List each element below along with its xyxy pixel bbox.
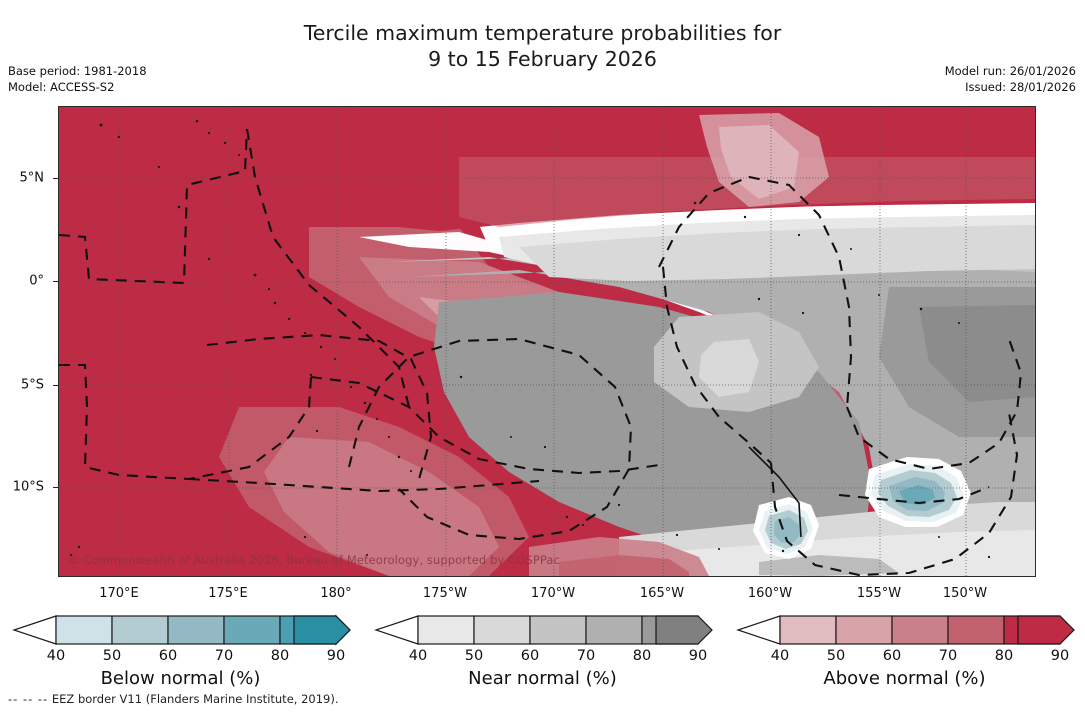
- contour-near-lighter-pocket: [699, 339, 759, 397]
- cbar1-tick-70: 70: [214, 648, 234, 664]
- contour-near-50-north: [519, 225, 1035, 281]
- colorbar-near-normal[interactable]: 40 50 60 70 80 90 Near normal (%): [370, 612, 715, 700]
- eez-footnote-text: EEZ border V11 (Flanders Marine Institut…: [51, 692, 339, 706]
- y-tick-mark-0: [53, 281, 58, 282]
- x-tick-175w: 175°W: [422, 586, 468, 601]
- cbar1-tick-60: 60: [158, 648, 178, 664]
- base-period-text: Base period: 1981-2018: [8, 64, 147, 78]
- contour-above-60-sw: [264, 437, 499, 576]
- map-copyright-text: © Commonwealth of Australia 2026, Bureau…: [68, 553, 560, 567]
- cbar2-tick-60: 60: [520, 648, 540, 664]
- island-specks: [70, 119, 991, 559]
- cbar2-tick-40: 40: [408, 648, 428, 664]
- y-tick-mark-5s: [53, 385, 58, 386]
- x-tick-175e: 175°E: [208, 586, 248, 601]
- cbar1-tick-80: 80: [270, 648, 290, 664]
- y-tick-5n: 5°N: [19, 170, 45, 186]
- colorbar-near-normal-label: Near normal (%): [468, 668, 617, 689]
- eez-footnote: -- -- -- EEZ border V11 (Flanders Marine…: [8, 692, 339, 706]
- x-tick-180: 180°: [320, 586, 352, 601]
- x-tick-160w: 160°W: [747, 586, 793, 601]
- cbar3-tick-90: 90: [1050, 648, 1070, 664]
- y-tick-mark-5n: [53, 178, 58, 179]
- x-tick-170w: 170°W: [530, 586, 576, 601]
- cbar2-tick-50: 50: [464, 648, 484, 664]
- x-tick-165w: 165°W: [639, 586, 685, 601]
- contour-above-south-intrusion-deep: [559, 555, 689, 576]
- cbar1-tick-50: 50: [102, 648, 122, 664]
- x-tick-155w: 155°W: [856, 586, 902, 601]
- probability-contour-map: [59, 107, 1035, 576]
- colorbar-below-normal-swatches: [12, 614, 351, 646]
- colorbar-near-normal-swatches: [374, 615, 713, 645]
- model-text: Model: ACCESS-S2: [8, 79, 115, 94]
- colorbar-below-normal[interactable]: 40 50 60 70 80 90 Below normal (%): [8, 612, 353, 700]
- cbar2-tick-90: 90: [688, 648, 708, 664]
- metadata-left: Base period: 1981-2018 Model: ACCESS-S2: [8, 64, 147, 95]
- below-normal-patch-east: [865, 457, 971, 527]
- cbar1-tick-90: 90: [326, 648, 346, 664]
- cbar2-tick-70: 70: [576, 648, 596, 664]
- colorbar-above-normal[interactable]: 40 50 60 70 80 90 Above normal (%): [732, 612, 1077, 700]
- below-normal-patch-west: [753, 497, 819, 559]
- cbar3-tick-80: 80: [994, 648, 1014, 664]
- eez-solid-segment: [748, 446, 802, 538]
- issued-text: Issued: 28/01/2026: [965, 79, 1076, 94]
- x-tick-170e: 170°E: [99, 586, 139, 601]
- y-tick-5s: 5°S: [20, 377, 44, 393]
- colorbar-above-normal-swatches: [736, 615, 1075, 645]
- eez-dash-sample: -- -- --: [8, 692, 49, 706]
- colorbar-above-normal-label: Above normal (%): [823, 668, 986, 689]
- map-panel[interactable]: [58, 106, 1036, 577]
- metadata-right: Model run: 26/01/2026 Issued: 28/01/2026: [945, 64, 1076, 95]
- cbar2-tick-80: 80: [632, 648, 652, 664]
- eez-border-lines: [59, 128, 1023, 576]
- map-gridlines: [59, 107, 1035, 576]
- model-run-text: Model run: 26/01/2026: [944, 64, 1076, 78]
- y-tick-10s: 10°S: [12, 479, 44, 495]
- cbar3-tick-50: 50: [826, 648, 846, 664]
- title-line-1: Tercile maximum temperature probabilitie…: [303, 21, 782, 45]
- y-tick-mark-10s: [53, 487, 58, 488]
- contour-near-75-east: [919, 305, 1035, 402]
- y-tick-0: 0°: [29, 273, 44, 289]
- contour-near-lightest-south: [659, 530, 1035, 576]
- cbar3-tick-70: 70: [938, 648, 958, 664]
- cbar3-tick-60: 60: [882, 648, 902, 664]
- cbar1-tick-40: 40: [46, 648, 66, 664]
- page-title: Tercile maximum temperature probabilitie…: [0, 20, 1085, 72]
- title-line-2: 9 to 15 February 2026: [428, 47, 657, 71]
- cbar3-tick-40: 40: [770, 648, 790, 664]
- colorbar-below-normal-label: Below normal (%): [100, 668, 261, 689]
- x-tick-150w: 150°W: [942, 586, 988, 601]
- contour-near-mid-south: [759, 555, 899, 576]
